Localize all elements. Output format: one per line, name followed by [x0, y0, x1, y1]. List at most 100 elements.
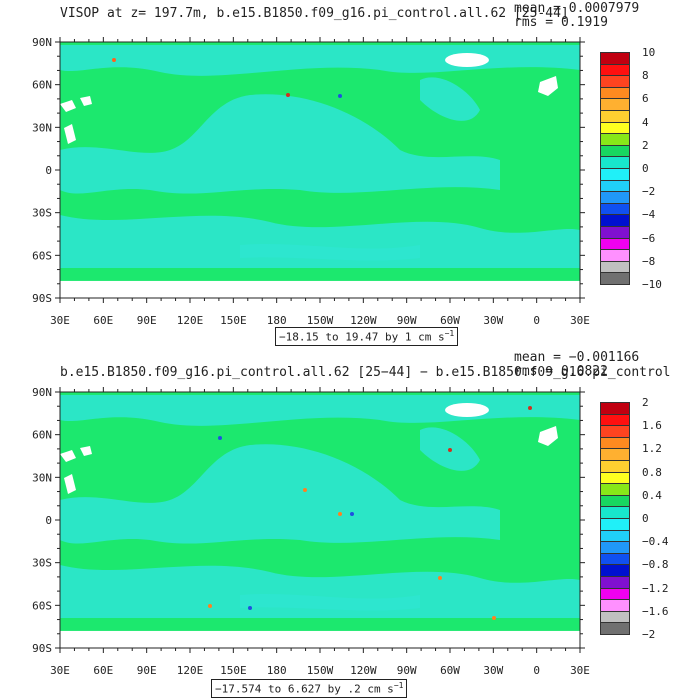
lat-tick-label: 30N: [32, 121, 52, 134]
rms-stat: rms = 0.0822: [514, 364, 608, 379]
shelf-band: [60, 565, 580, 618]
mean-stat: mean = −0.001166: [514, 350, 640, 365]
shelf-band: [60, 395, 580, 426]
lat-tick-label: 30S: [32, 557, 52, 570]
land-mask-caspian: [60, 450, 76, 462]
anomaly-spot: [286, 93, 290, 97]
colorbar-label: −8: [642, 254, 656, 268]
colorbar-cell: [600, 622, 630, 635]
lat-tick-label: 60S: [32, 599, 52, 612]
lat-tick-label: 60N: [32, 429, 52, 442]
mean-stat: mean = 0.0007979: [514, 1, 640, 16]
shelf-band: [60, 45, 580, 76]
lon-tick-label: 90E: [137, 314, 157, 327]
lon-tick-label: 180: [267, 314, 287, 327]
panel-title: VISOP at z= 197.7m, b.e15.B1850.f09_g16.…: [60, 6, 569, 21]
colorbar-label: 0: [642, 512, 649, 525]
lon-tick-label: 30E: [50, 664, 70, 677]
land-mask-aral: [80, 96, 92, 106]
colorbar-label: 0.4: [642, 488, 662, 502]
lat-tick-label: 0: [45, 164, 52, 177]
lon-tick-label: 30E: [50, 314, 70, 327]
rms-stat: rms = 0.1919: [514, 15, 608, 30]
map-plot: 90N 60N 30N 0 30S 60S 90S 30E 60E 90E 120E 150E 180 1…: [32, 386, 590, 677]
lon-tick-label: 60E: [93, 314, 113, 327]
shelf-band: [240, 593, 420, 611]
lat-tick-label: 60S: [32, 249, 52, 262]
map-plot: 90N 60N 30N 0 30S 60S 90S 30E 60E 90E 120E 150E 180 1…: [32, 36, 590, 327]
colorbar-label: 10: [642, 46, 656, 59]
colorbar-label: 2: [642, 138, 649, 152]
colorbar-label: 0.8: [642, 465, 662, 479]
colorbar-label: −0.8: [642, 558, 669, 572]
lon-tick-label: 120E: [177, 314, 204, 327]
lon-tick-label: 60W: [440, 664, 460, 677]
colorbar-label: 8: [642, 69, 649, 83]
anomaly-spot: [338, 512, 342, 516]
colorbar-label: −4: [642, 208, 656, 222]
colorbar-label: −2: [642, 628, 656, 641]
lon-tick-label: 120W: [350, 314, 377, 327]
colorbar-label: −1.6: [642, 604, 669, 618]
land-mask-caspian: [60, 100, 76, 112]
lon-tick-label: 90W: [397, 314, 417, 327]
lon-tick-label: 0: [533, 314, 540, 327]
land-mask-greenland: [445, 403, 489, 417]
lon-tick-label: 0: [533, 664, 540, 677]
colorbar-label: −0.4: [642, 535, 669, 549]
lat-tick-label: 90S: [32, 292, 52, 305]
land-mask-scandinavia: [538, 76, 558, 96]
lon-tick-label: 150E: [220, 664, 247, 677]
land-mask-greenland: [445, 53, 489, 67]
lon-tick-label: 180: [267, 664, 287, 677]
anomaly-spot: [112, 58, 116, 62]
anomaly-spot: [218, 436, 222, 440]
colorbar-label: −2: [642, 185, 656, 199]
anomaly-spot: [338, 94, 342, 98]
land-mask-himalaya: [64, 474, 76, 494]
colorbar-label: 4: [642, 115, 649, 129]
land-mask-antarctica: [60, 280, 580, 298]
lon-tick-label: 150W: [307, 314, 334, 327]
lon-tick-label: 30W: [483, 664, 503, 677]
lat-tick-label: 90N: [32, 36, 52, 49]
contour-range-label: −18.15 to 19.47 by 1 cm s−1: [275, 327, 459, 346]
lon-tick-label: 30E: [570, 314, 590, 327]
bottom-panel: b.e15.B1850.f09_g16.pi_control.all.62 [2…: [0, 350, 700, 700]
shelf-band: [420, 77, 480, 121]
colorbar-label: 6: [642, 92, 649, 106]
colorbar-cell: [600, 272, 630, 285]
panel-title: b.e15.B1850.f09_g16.pi_control.all.62 [2…: [60, 365, 671, 380]
colorbar-label: 1.6: [642, 419, 662, 433]
lat-tick-label: 90S: [32, 642, 52, 655]
lon-tick-label: 60W: [440, 314, 460, 327]
lat-tick-label: 30S: [32, 207, 52, 220]
lon-tick-label: 120W: [350, 664, 377, 677]
anomaly-spot: [492, 616, 496, 620]
anomaly-spot: [248, 606, 252, 610]
colorbar-label: 2: [642, 396, 649, 409]
lat-tick-label: 60N: [32, 79, 52, 92]
lon-tick-label: 120E: [177, 664, 204, 677]
lon-tick-label: 30W: [483, 314, 503, 327]
lon-tick-label: 60E: [93, 664, 113, 677]
land-mask-himalaya: [64, 124, 76, 144]
colorbar-label: −1.2: [642, 581, 669, 595]
lon-tick-label: 150W: [307, 664, 334, 677]
anomaly-spot: [448, 448, 452, 452]
anomaly-spot: [303, 488, 307, 492]
lon-tick-label: 90W: [397, 664, 417, 677]
colorbar-label: −10: [642, 278, 662, 291]
lon-tick-label: 150E: [220, 314, 247, 327]
contour-range-label: −17.574 to 6.627 by .2 cm s−1: [211, 679, 408, 698]
anomaly-spot: [208, 604, 212, 608]
anomaly-spot: [350, 512, 354, 516]
land-mask-antarctica: [60, 630, 580, 648]
lat-tick-label: 90N: [32, 386, 52, 399]
colorbar-label: −6: [642, 231, 656, 245]
shelf-band: [60, 94, 500, 194]
lon-tick-label: 90E: [137, 664, 157, 677]
shelf-band: [60, 215, 580, 268]
land-mask-aral: [80, 446, 92, 456]
top-panel: VISOP at z= 197.7m, b.e15.B1850.f09_g16.…: [32, 1, 662, 346]
